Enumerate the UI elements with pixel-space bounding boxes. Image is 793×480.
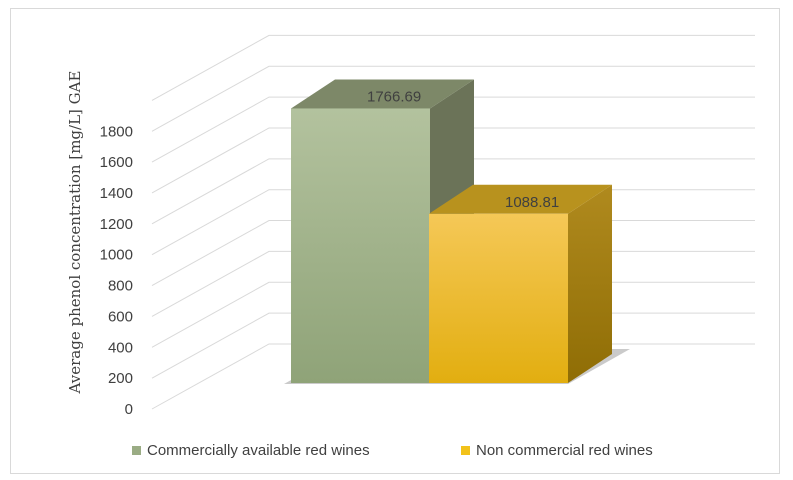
y-tick-label: 600 (108, 308, 133, 325)
bar-non-commercial (429, 185, 612, 383)
y-tick-label: 200 (108, 370, 133, 387)
y-axis-title: Average phenol concentration [mg/L] GAE (66, 71, 84, 395)
bar-front (291, 108, 430, 383)
legend-swatch (132, 446, 141, 455)
y-tick-label: 1800 (100, 123, 133, 140)
y-tick-label: 1000 (100, 247, 133, 264)
y-tick-label: 1200 (100, 216, 133, 233)
y-tick-label: 1600 (100, 154, 133, 171)
legend-item: Non commercial red wines (461, 442, 653, 459)
legend-swatch (461, 446, 470, 455)
legend-label: Non commercial red wines (476, 442, 653, 459)
y-tick-label: 800 (108, 278, 133, 295)
data-label: 1088.81 (505, 194, 559, 211)
legend-label: Commercially available red wines (147, 442, 370, 459)
y-tick-label: 1400 (100, 185, 133, 202)
bar-side (568, 185, 612, 383)
data-label: 1766.69 (367, 88, 421, 105)
bar-front (429, 214, 568, 383)
y-tick-label: 0 (125, 401, 133, 418)
legend-item: Commercially available red wines (132, 442, 370, 459)
y-tick-label: 400 (108, 339, 133, 356)
legend: Commercially available red wines Non comm… (132, 442, 653, 459)
